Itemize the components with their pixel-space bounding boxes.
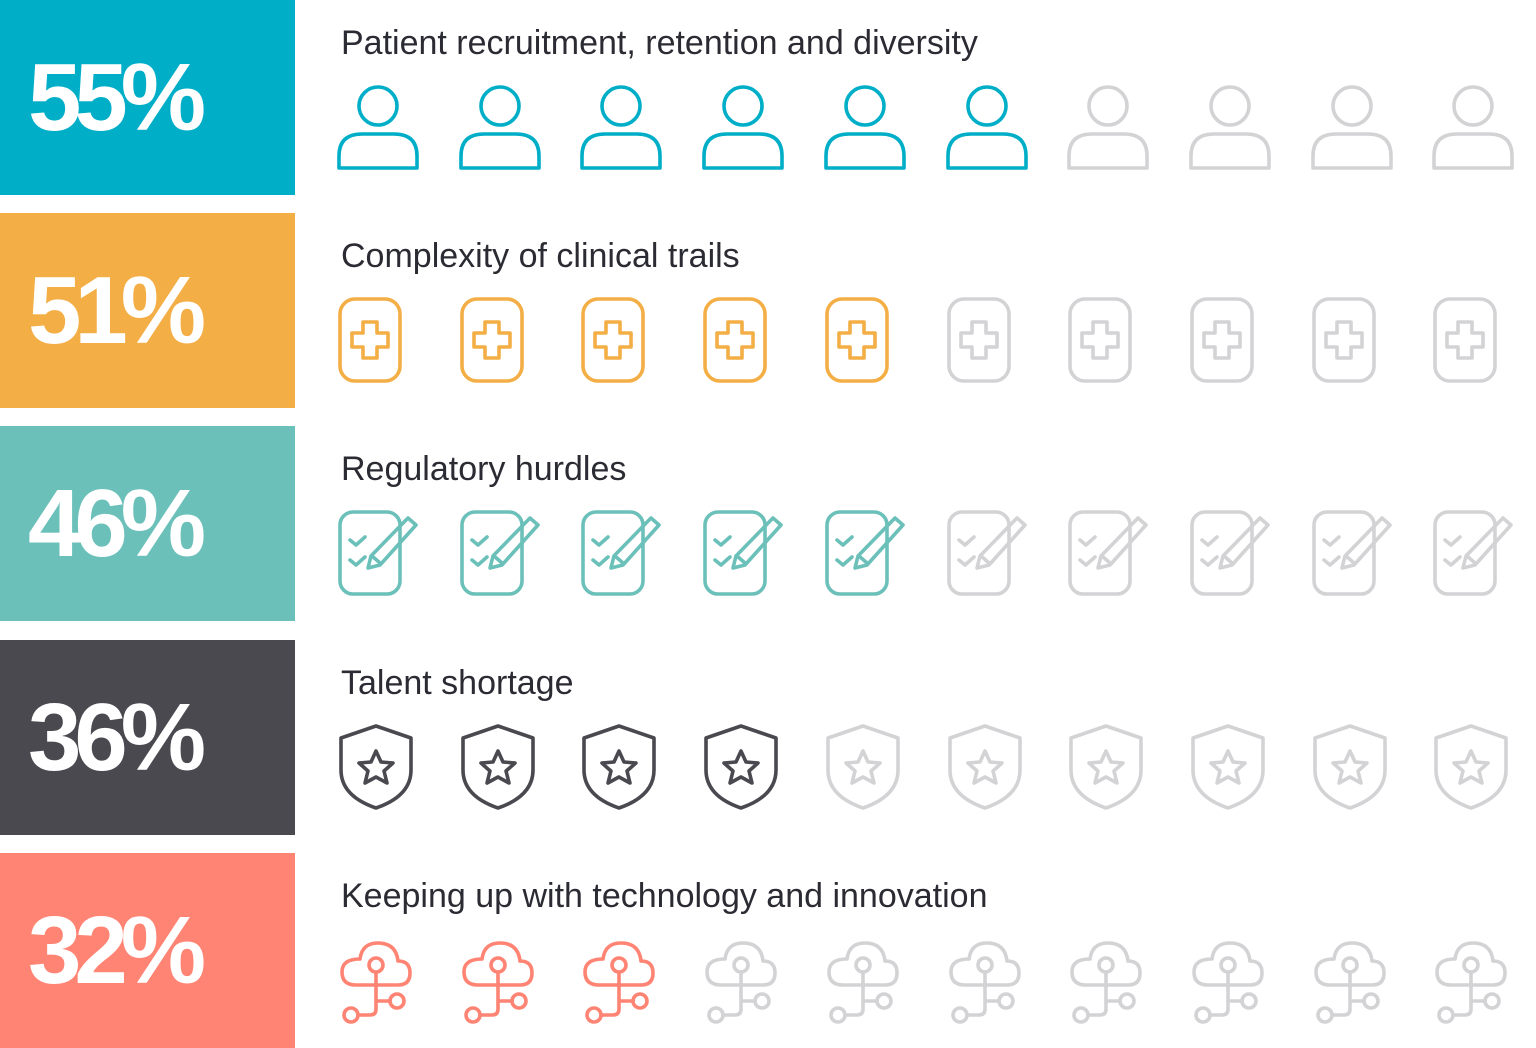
cloud-network-icon-empty — [701, 937, 785, 1025]
checklist-pencil-icon-empty — [1431, 510, 1515, 598]
percent-value: 55% — [28, 44, 206, 151]
checklist-pencil-icon-empty — [1188, 510, 1272, 598]
medical-cross-icon-empty — [1431, 297, 1515, 385]
person-icon-empty — [1188, 84, 1272, 172]
icon-row — [336, 724, 1526, 814]
person-icon-filled — [579, 84, 663, 172]
shield-star-icon-empty — [1431, 724, 1515, 812]
percent-block: 51% — [0, 213, 295, 408]
percent-value: 36% — [28, 684, 206, 791]
checklist-pencil-icon-filled — [701, 510, 785, 598]
percent-block: 55% — [0, 0, 295, 195]
shield-star-icon-empty — [1066, 724, 1150, 812]
cloud-network-icon-empty — [945, 937, 1029, 1025]
checklist-pencil-icon-filled — [336, 510, 420, 598]
shield-star-icon-filled — [579, 724, 663, 812]
person-icon-filled — [458, 84, 542, 172]
cloud-network-icon-empty — [1310, 937, 1394, 1025]
row-label: Keeping up with technology and innovatio… — [341, 877, 988, 915]
checklist-pencil-icon-empty — [945, 510, 1029, 598]
checklist-pencil-icon-empty — [1066, 510, 1150, 598]
row-label: Complexity of clinical trails — [341, 237, 740, 275]
icon-row — [336, 297, 1526, 387]
medical-cross-icon-filled — [458, 297, 542, 385]
row-label: Patient recruitment, retention and diver… — [341, 24, 978, 62]
cloud-network-icon-filled — [458, 937, 542, 1025]
medical-cross-icon-filled — [701, 297, 785, 385]
shield-star-icon-filled — [458, 724, 542, 812]
icon-row — [336, 510, 1526, 600]
shield-star-icon-filled — [336, 724, 420, 812]
shield-star-icon-empty — [1310, 724, 1394, 812]
person-icon-filled — [945, 84, 1029, 172]
checklist-pencil-icon-filled — [823, 510, 907, 598]
percent-value: 32% — [28, 897, 206, 1004]
person-icon-filled — [823, 84, 907, 172]
shield-star-icon-empty — [823, 724, 907, 812]
medical-cross-icon-filled — [336, 297, 420, 385]
shield-star-icon-filled — [701, 724, 785, 812]
cloud-network-icon-empty — [1066, 937, 1150, 1025]
cloud-network-icon-empty — [823, 937, 907, 1025]
percent-block: 32% — [0, 853, 295, 1048]
shield-star-icon-empty — [945, 724, 1029, 812]
percent-value: 51% — [28, 257, 206, 364]
person-icon-filled — [701, 84, 785, 172]
checklist-pencil-icon-filled — [579, 510, 663, 598]
person-icon-empty — [1310, 84, 1394, 172]
checklist-pencil-icon-empty — [1310, 510, 1394, 598]
person-icon-filled — [336, 84, 420, 172]
checklist-pencil-icon-filled — [458, 510, 542, 598]
row-technology: 32% Keeping up with technology and innov… — [0, 853, 1536, 1048]
percent-value: 46% — [28, 470, 206, 577]
icon-row — [336, 937, 1526, 1027]
medical-cross-icon-empty — [945, 297, 1029, 385]
medical-cross-icon-empty — [1310, 297, 1394, 385]
medical-cross-icon-filled — [823, 297, 907, 385]
percent-block: 36% — [0, 640, 295, 835]
row-label: Talent shortage — [341, 664, 574, 702]
row-talent: 36% Talent shortage — [0, 640, 1536, 835]
row-regulatory: 46% Regulatory hurdles — [0, 426, 1536, 621]
row-trial-complexity: 51% Complexity of clinical trails — [0, 213, 1536, 408]
cloud-network-icon-empty — [1431, 937, 1515, 1025]
cloud-network-icon-empty — [1188, 937, 1272, 1025]
icon-row — [336, 84, 1526, 174]
percent-block: 46% — [0, 426, 295, 621]
row-patient-recruitment: 55% Patient recruitment, retention and d… — [0, 0, 1536, 195]
medical-cross-icon-empty — [1188, 297, 1272, 385]
row-label: Regulatory hurdles — [341, 450, 627, 488]
medical-cross-icon-filled — [579, 297, 663, 385]
cloud-network-icon-filled — [336, 937, 420, 1025]
shield-star-icon-empty — [1188, 724, 1272, 812]
person-icon-empty — [1066, 84, 1150, 172]
cloud-network-icon-filled — [579, 937, 663, 1025]
medical-cross-icon-empty — [1066, 297, 1150, 385]
person-icon-empty — [1431, 84, 1515, 172]
